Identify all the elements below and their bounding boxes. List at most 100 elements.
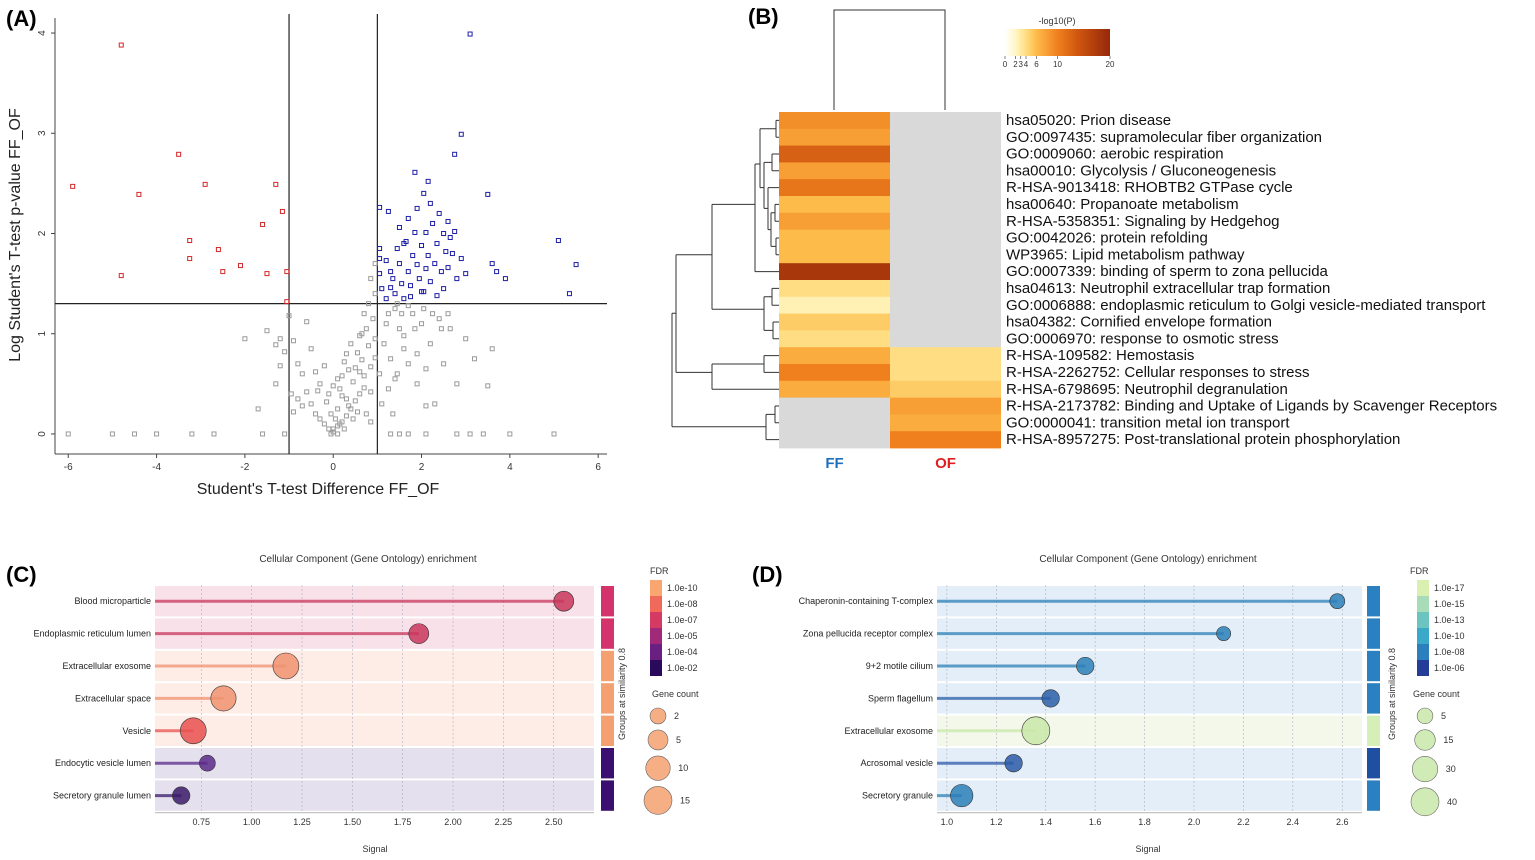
data-point: [359, 357, 365, 363]
data-point: [394, 371, 400, 377]
data-point: [401, 296, 407, 302]
data-point: [321, 421, 327, 427]
fdr-swatch: [650, 628, 662, 644]
data-point: [401, 333, 407, 339]
panel-label-a: (A): [6, 6, 37, 31]
heatmap-cell: [779, 179, 890, 197]
data-point: [131, 431, 137, 437]
heatmap-row-label: GO:0006970: response to osmotic stress: [1006, 330, 1279, 347]
y-tick-label: 1: [37, 331, 48, 337]
data-point: [432, 261, 438, 267]
data-point: [242, 336, 248, 342]
data-point: [290, 338, 296, 344]
row-background: [937, 780, 1362, 811]
data-point: [458, 131, 464, 137]
data-point: [401, 241, 407, 247]
y-tick-label: 0: [37, 431, 48, 437]
panel-d-group-label: Groups at similarity 0.8: [1387, 648, 1397, 740]
group-bar: [601, 780, 614, 811]
data-point: [279, 208, 285, 214]
data-point: [372, 261, 378, 267]
data-point: [438, 269, 444, 275]
data-point: [430, 311, 436, 317]
data-point: [368, 364, 374, 370]
data-point: [388, 431, 394, 437]
data-point: [410, 311, 416, 317]
fdr-legend-label: 1.0e-13: [1434, 615, 1465, 625]
gene-count-legend-dot: [1416, 707, 1434, 725]
data-point: [341, 426, 347, 432]
data-point: [260, 221, 266, 227]
data-point: [489, 346, 495, 352]
data-point: [452, 228, 458, 234]
gene-count-legend-dot: [1411, 756, 1439, 783]
heatmap-row-label: R-HSA-5358351: Signaling by Hedgehog: [1006, 213, 1280, 230]
group-bar: [1367, 618, 1380, 649]
group-bar: [601, 683, 614, 714]
gene-count-legend-dot: [647, 729, 669, 751]
data-point: [350, 379, 356, 385]
x-tick-label: 1.25: [293, 817, 311, 827]
heatmap-cell: [779, 330, 890, 348]
data-point: [339, 393, 345, 399]
row-background: [155, 780, 594, 811]
panel-d-fdr-title: FDR: [1410, 566, 1429, 576]
data-point: [330, 426, 336, 432]
data-point: [368, 419, 374, 425]
group-bar: [1367, 586, 1380, 617]
data-point: [434, 241, 440, 247]
panel-b-heatmap: -log10(P) hsa05020: Prion diseaseGO:0097…: [671, 9, 1497, 472]
data-point: [447, 326, 453, 332]
fdr-swatch: [1417, 580, 1429, 596]
fdr-swatch: [1417, 660, 1429, 676]
lollipop-dot: [950, 784, 974, 808]
data-point: [337, 421, 343, 427]
data-point: [421, 289, 427, 295]
lollipop-dot: [172, 786, 191, 805]
heatmap-cell: [779, 347, 890, 365]
panel-label-c: (C): [6, 562, 37, 587]
data-point: [419, 243, 425, 249]
data-point: [260, 431, 266, 437]
lollipop-dot: [1329, 593, 1346, 610]
fdr-legend-label: 1.0e-04: [667, 647, 698, 657]
data-point: [414, 351, 420, 357]
panel-d-xlabel: Signal: [1135, 844, 1160, 854]
data-point: [396, 326, 402, 332]
heatmap-cell: [890, 162, 1001, 180]
heatmap-cell: [890, 212, 1001, 230]
data-point: [427, 200, 433, 206]
row-dendrogram: [671, 119, 779, 441]
data-point: [414, 262, 420, 268]
data-point: [396, 431, 402, 437]
x-tick-label: 2: [419, 462, 425, 473]
gene-count-legend-label: 30: [1446, 764, 1456, 774]
data-point: [282, 431, 288, 437]
data-point: [313, 369, 319, 375]
heatmap-cell: [890, 263, 1001, 281]
data-point: [445, 311, 451, 317]
panel-a-xlabel: Student's T-test Difference FF_OF: [197, 481, 440, 498]
data-point: [264, 271, 270, 277]
data-point: [392, 306, 398, 312]
data-point: [383, 321, 389, 327]
data-point: [361, 385, 367, 391]
data-point: [454, 381, 460, 387]
data-point: [284, 269, 290, 275]
gene-count-legend-dot: [1414, 729, 1436, 751]
data-point: [407, 283, 413, 289]
data-point: [377, 256, 383, 262]
fdr-legend-label: 1.0e-10: [667, 583, 698, 593]
x-tick-label: 1.6: [1089, 817, 1102, 827]
data-point: [425, 178, 431, 184]
colorbar-title: -log10(P): [1038, 16, 1075, 26]
data-point: [359, 331, 365, 337]
category-label: Zona pellucida receptor complex: [803, 629, 934, 639]
data-point: [277, 363, 283, 369]
y-tick-label: 4: [37, 30, 48, 36]
heatmap-cell: [890, 128, 1001, 146]
group-bar: [1367, 715, 1380, 746]
data-point: [390, 411, 396, 417]
fdr-swatch: [650, 612, 662, 628]
x-tick-label: 6: [595, 462, 601, 473]
